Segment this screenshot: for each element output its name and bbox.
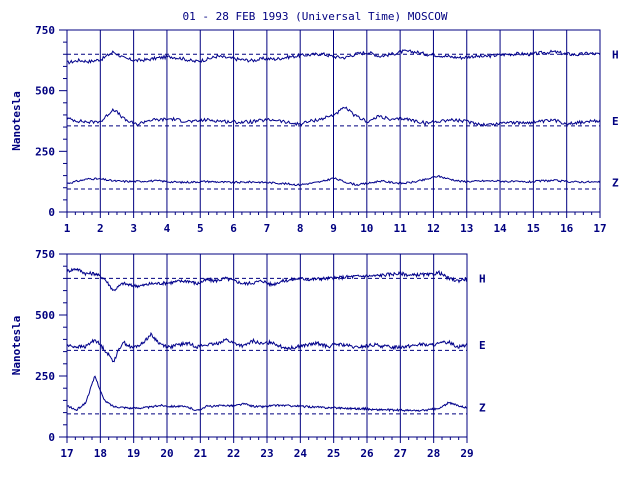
x-tick-label: 5	[197, 222, 204, 235]
x-tick-label: 20	[160, 447, 173, 460]
y-tick-label: 250	[35, 370, 55, 383]
y-tick-label: 750	[35, 248, 55, 261]
series-label-h: H	[612, 48, 619, 61]
series-trace-e	[66, 106, 601, 127]
x-tick-label: 7	[264, 222, 271, 235]
y-tick-label: 500	[35, 309, 55, 322]
x-tick-label: 14	[493, 222, 507, 235]
y-axis-label: Nanotesla	[10, 316, 23, 376]
series-trace-h	[66, 267, 468, 292]
chart-title: 01 - 28 FEB 1993 (Universal Time) MOSCOW	[183, 10, 448, 23]
x-tick-label: 10	[360, 222, 373, 235]
x-tick-label: 4	[164, 222, 171, 235]
x-tick-label: 27	[394, 447, 407, 460]
x-tick-label: 29	[460, 447, 473, 460]
x-tick-label: 18	[94, 447, 107, 460]
x-tick-label: 26	[360, 447, 374, 460]
series-label-z: Z	[612, 176, 619, 189]
series-trace-e	[66, 331, 468, 363]
series-label-z: Z	[479, 402, 486, 415]
x-tick-label: 11	[394, 222, 408, 235]
y-tick-label: 0	[48, 206, 55, 219]
x-tick-label: 2	[97, 222, 104, 235]
x-tick-label: 17	[60, 447, 73, 460]
panel-bottom: 17 18 19 20 21 22 23 24 25 26 27 28 29 0 250 500 750 Nano…	[10, 248, 486, 460]
series-label-e: E	[612, 115, 619, 128]
y-axis-label: Nanotesla	[10, 91, 23, 151]
x-tick-label: 25	[327, 447, 340, 460]
panel-top: 1 2 3 4 5 6 7 8 9 10 11 12 13 14 15 16 170250500750Nanot…	[10, 24, 619, 235]
x-tick-label: 22	[227, 447, 240, 460]
x-tick-label: 15	[527, 222, 540, 235]
x-tick-label: 12	[427, 222, 440, 235]
x-tick-label: 17	[593, 222, 606, 235]
x-tick-label: 8	[297, 222, 304, 235]
x-tick-label: 3	[130, 222, 137, 235]
y-tick-label: 250	[35, 145, 55, 158]
x-tick-label: 6	[230, 222, 237, 235]
y-tick-label: 500	[35, 85, 55, 98]
x-tick-label: 1	[64, 222, 71, 235]
x-tick-label: 13	[460, 222, 473, 235]
x-tick-label: 9	[330, 222, 337, 235]
x-tick-label: 28	[427, 447, 440, 460]
y-tick-label: 750	[35, 24, 55, 37]
x-tick-label: 16	[560, 222, 574, 235]
series-label-h: H	[479, 272, 486, 285]
series-trace-h	[66, 49, 601, 65]
y-tick-label: 0	[48, 431, 55, 444]
x-tick-label: 21	[194, 447, 208, 460]
series-trace-z	[66, 375, 468, 413]
x-tick-label: 19	[127, 447, 140, 460]
x-tick-label: 24	[294, 447, 308, 460]
x-tick-label: 23	[260, 447, 273, 460]
series-trace-z	[66, 174, 601, 187]
series-label-e: E	[479, 339, 486, 352]
